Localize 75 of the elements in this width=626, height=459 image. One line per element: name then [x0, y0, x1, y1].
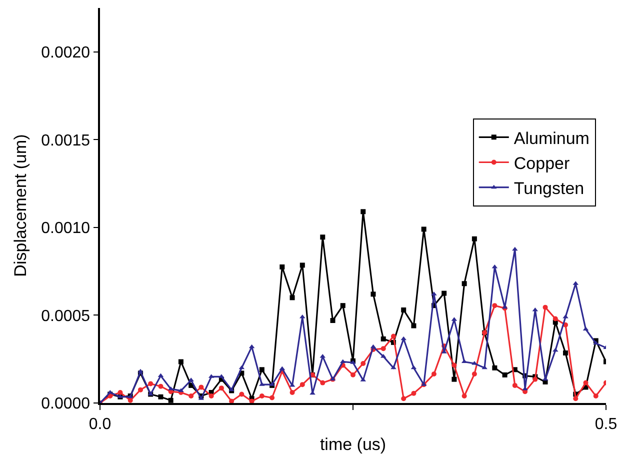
point — [340, 303, 346, 308]
point — [118, 390, 123, 395]
point — [360, 209, 366, 214]
point — [168, 398, 174, 403]
legend-label: Copper — [514, 154, 570, 173]
point — [158, 394, 164, 400]
point — [452, 376, 457, 382]
point — [411, 323, 416, 328]
point — [188, 393, 194, 398]
legend-label: Aluminum — [514, 128, 590, 148]
point — [300, 382, 305, 388]
legend-label: Tungsten — [514, 178, 584, 198]
point — [512, 382, 518, 388]
point — [452, 362, 457, 368]
point — [542, 304, 548, 310]
point — [472, 372, 477, 377]
point — [532, 376, 538, 382]
point — [472, 236, 477, 242]
point — [259, 393, 264, 398]
point — [350, 372, 356, 378]
point — [320, 380, 326, 386]
y-tick-label: 0.0020 — [41, 44, 90, 62]
point — [330, 318, 336, 323]
point — [128, 398, 133, 403]
point — [583, 380, 588, 386]
point — [158, 384, 164, 389]
point — [138, 368, 144, 373]
point — [249, 398, 254, 403]
point — [390, 334, 396, 339]
point — [492, 303, 498, 308]
point — [178, 359, 184, 364]
point — [239, 392, 244, 397]
point — [360, 361, 366, 366]
point — [370, 292, 376, 297]
point — [593, 393, 598, 398]
point — [380, 336, 386, 342]
point — [280, 264, 285, 270]
point — [259, 367, 264, 372]
x-tick-label: 0.0 — [88, 416, 112, 433]
point — [270, 395, 275, 400]
point — [380, 346, 386, 352]
y-tick-label: 0.0015 — [41, 132, 90, 150]
point — [300, 262, 305, 268]
point — [492, 365, 498, 370]
point — [563, 350, 568, 356]
point — [320, 234, 326, 240]
point — [290, 390, 295, 395]
point — [512, 246, 518, 251]
point — [218, 386, 224, 391]
point — [502, 372, 508, 378]
point — [573, 396, 578, 402]
point — [442, 290, 447, 296]
point — [401, 396, 406, 402]
point — [290, 295, 295, 300]
y-tick-label: 0.0005 — [41, 308, 90, 325]
y-tick-label: 0.0010 — [41, 220, 90, 238]
point — [229, 398, 234, 403]
y-tick-label: 0.0000 — [41, 396, 90, 413]
x-tick-label: 0.5 — [594, 416, 618, 433]
point — [431, 372, 436, 377]
point — [421, 226, 426, 232]
point — [552, 316, 558, 322]
point — [198, 384, 204, 390]
point — [462, 281, 467, 286]
point — [390, 365, 396, 370]
point — [401, 307, 406, 312]
y-axis-title: Displacement (um) — [11, 134, 30, 277]
point — [552, 348, 558, 352]
point — [462, 393, 467, 398]
point — [208, 393, 214, 398]
point — [138, 387, 143, 392]
x-axis-title: time (us) — [320, 434, 386, 454]
point — [400, 336, 406, 340]
point — [148, 381, 154, 386]
point — [411, 390, 416, 396]
